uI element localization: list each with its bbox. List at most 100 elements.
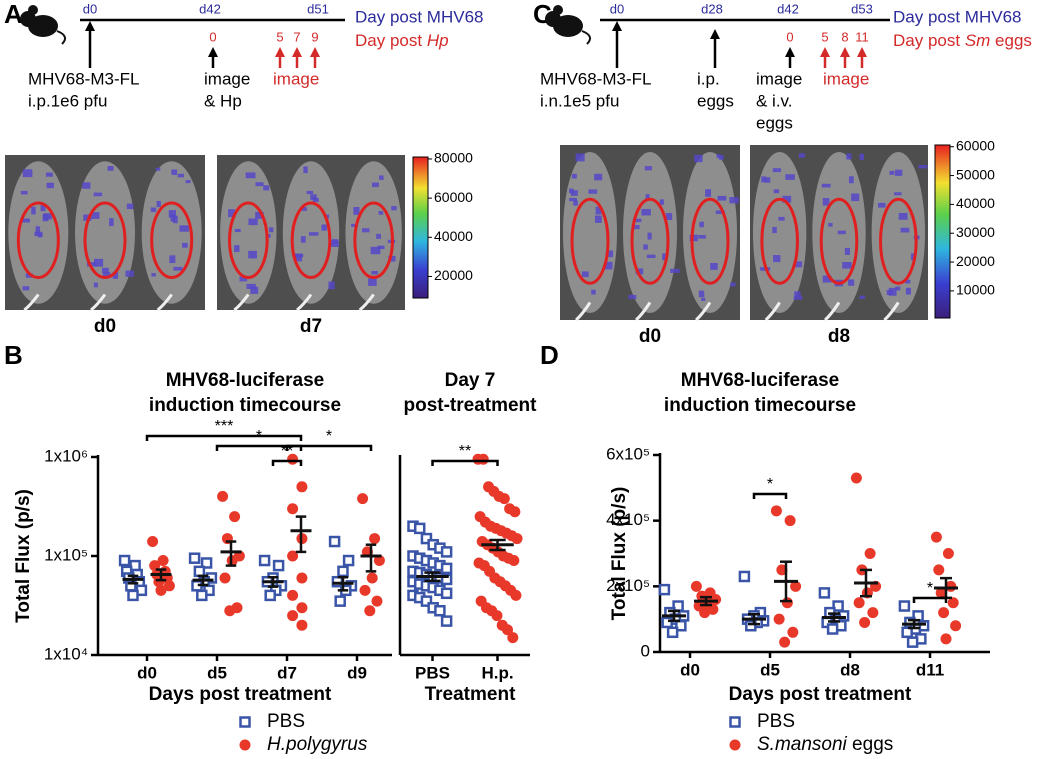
- signal: [588, 189, 598, 194]
- day-label: d53: [851, 1, 873, 16]
- significance-bracket: [145, 434, 303, 441]
- signal: [34, 231, 43, 237]
- signal: [91, 212, 100, 219]
- timeline-note: eggs: [756, 113, 793, 132]
- signal: [594, 173, 603, 181]
- signal: [848, 176, 854, 184]
- timeline-note: i.p.: [697, 69, 720, 88]
- signal: [570, 190, 578, 196]
- error-bar: [197, 574, 209, 587]
- point: [359, 584, 371, 596]
- point: [337, 565, 349, 578]
- significance-bracket: [752, 492, 788, 499]
- signal: [659, 199, 664, 205]
- legend-label: PBS: [267, 711, 305, 732]
- point: [498, 493, 510, 505]
- signal: [353, 206, 360, 215]
- x-axis-label: Days post treatment: [729, 684, 912, 705]
- signal: [391, 206, 397, 211]
- legend-virus: Day post MHV68: [355, 7, 484, 26]
- signal: [633, 224, 640, 230]
- signal: [594, 215, 602, 223]
- point: [155, 584, 167, 596]
- signal: [571, 173, 577, 179]
- roi: [83, 201, 127, 279]
- point: [853, 597, 865, 609]
- signal: [22, 286, 30, 291]
- timeline-note: eggs: [697, 91, 734, 110]
- point: [745, 619, 757, 632]
- signal: [793, 261, 803, 268]
- signal: [665, 213, 673, 221]
- signal: [905, 287, 911, 295]
- point: [371, 595, 383, 607]
- x-tick-label: H.p.: [481, 663, 513, 682]
- signal: [93, 192, 103, 197]
- signal: [310, 194, 317, 200]
- point: [296, 481, 308, 493]
- treatment-day: 11: [855, 29, 869, 44]
- mouse-tail: [233, 293, 250, 312]
- point: [784, 515, 796, 527]
- colorbar-tick-label: 60000: [956, 137, 995, 153]
- signal: [646, 254, 656, 259]
- roi: [570, 197, 610, 285]
- signal: [842, 262, 852, 269]
- point: [224, 605, 236, 617]
- point: [369, 533, 381, 545]
- signal: [102, 267, 109, 274]
- signal: [718, 155, 724, 160]
- point: [509, 506, 521, 518]
- signal: [761, 176, 766, 183]
- signal: [179, 225, 189, 232]
- significance-bracket: [912, 596, 948, 603]
- signal: [606, 250, 614, 258]
- significance-label: **: [459, 443, 471, 460]
- point: [373, 555, 385, 567]
- signal: [368, 278, 377, 286]
- point: [864, 548, 876, 559]
- signal: [248, 250, 257, 259]
- point: [477, 453, 489, 465]
- error-bar: [267, 576, 279, 588]
- signal: [716, 154, 721, 159]
- day-label: d51: [307, 1, 329, 16]
- timeline-note: MHV68-M3-FL: [540, 69, 651, 88]
- timeline-note: i.n.1e5 pfu: [540, 91, 619, 110]
- signal: [910, 253, 916, 261]
- signal: [878, 202, 886, 208]
- point: [930, 531, 942, 543]
- signal: [778, 216, 785, 221]
- signal: [851, 193, 860, 202]
- significance-bracket: [215, 444, 303, 451]
- imaging-photo: [217, 155, 405, 312]
- roi: [630, 197, 670, 285]
- point: [690, 580, 702, 592]
- error-bar: [860, 568, 872, 598]
- signal: [150, 207, 157, 212]
- signal: [351, 223, 358, 227]
- legend-label: H.polygyrus: [267, 734, 368, 755]
- signal: [717, 195, 727, 201]
- point: [287, 503, 299, 515]
- x-axis-label: Days post treatment: [149, 684, 332, 705]
- error-bar: [337, 576, 349, 592]
- colorbar-tick-label: 20000: [956, 253, 995, 269]
- chart-title: induction timecourse: [149, 395, 341, 416]
- signal: [246, 283, 256, 289]
- mouse-tail: [634, 301, 652, 322]
- signal: [900, 227, 910, 233]
- signal: [31, 206, 36, 215]
- point: [440, 615, 453, 627]
- point: [510, 589, 522, 601]
- signal: [25, 273, 33, 278]
- error-bar: [155, 568, 167, 582]
- image-note: image: [273, 69, 319, 88]
- point: [773, 613, 785, 625]
- signal: [156, 201, 161, 208]
- point: [258, 554, 271, 567]
- point: [188, 552, 201, 564]
- chart-title: induction timecourse: [664, 395, 856, 416]
